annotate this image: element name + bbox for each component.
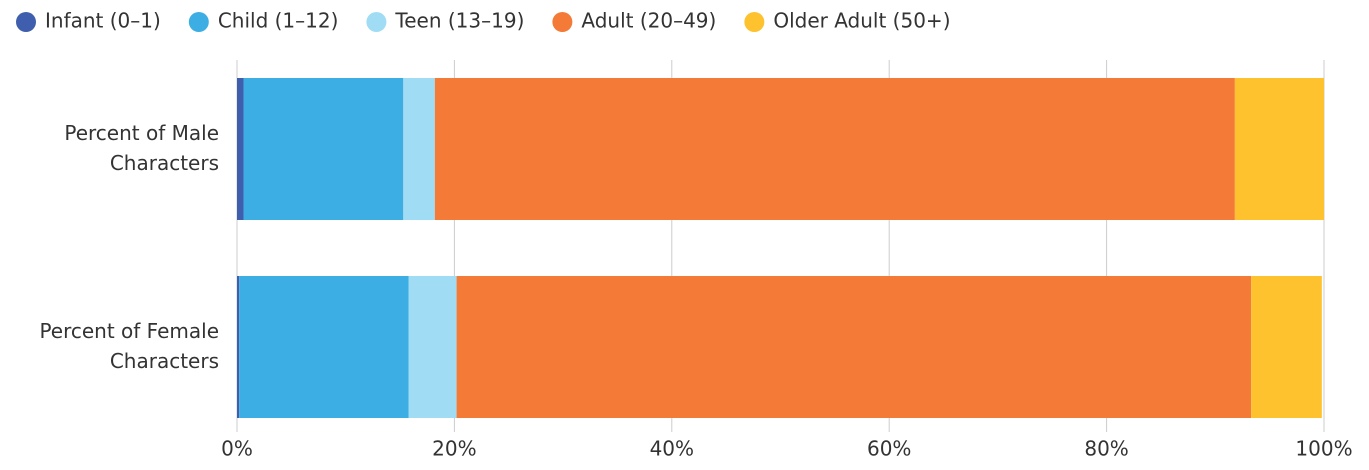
bar-segment	[239, 276, 409, 418]
x-tick-label: 80%	[1084, 437, 1128, 461]
bar-segment	[1251, 276, 1322, 418]
bar-segment	[237, 276, 240, 418]
x-tick-label: 60%	[867, 437, 911, 461]
legend-label: Adult (20–49)	[581, 9, 716, 33]
x-tick-label: 40%	[650, 437, 694, 461]
legend-swatch	[366, 12, 387, 32]
bar-segment	[403, 78, 435, 220]
x-tick-label: 0%	[221, 437, 253, 461]
legend-label: Child (1–12)	[218, 9, 339, 33]
bar-segment	[408, 276, 457, 418]
legend-swatch	[552, 12, 573, 32]
y-tick-label: Percent of Male Characters	[64, 121, 219, 175]
bar-segment	[434, 78, 1235, 220]
y-tick-label: Percent of Female Characters	[39, 319, 219, 373]
legend-label: Older Adult (50+)	[773, 9, 950, 33]
legend-label: Teen (13–19)	[394, 9, 524, 33]
legend-swatch	[744, 12, 765, 32]
x-tick-label: 100%	[1295, 437, 1352, 461]
legend-swatch	[16, 12, 36, 32]
bar-segment	[456, 276, 1252, 418]
bar-segment	[237, 78, 244, 220]
x-tick-label: 20%	[432, 437, 476, 461]
legend-label: Infant (0–1)	[45, 9, 161, 33]
label-line: Characters	[110, 151, 219, 175]
label-line: Percent of Female	[39, 319, 219, 343]
label-line: Characters	[110, 349, 219, 373]
label-line: Percent of Male	[64, 121, 219, 145]
bar-segment	[243, 78, 404, 220]
legend-swatch	[188, 12, 209, 32]
bar-segment	[1234, 78, 1324, 220]
